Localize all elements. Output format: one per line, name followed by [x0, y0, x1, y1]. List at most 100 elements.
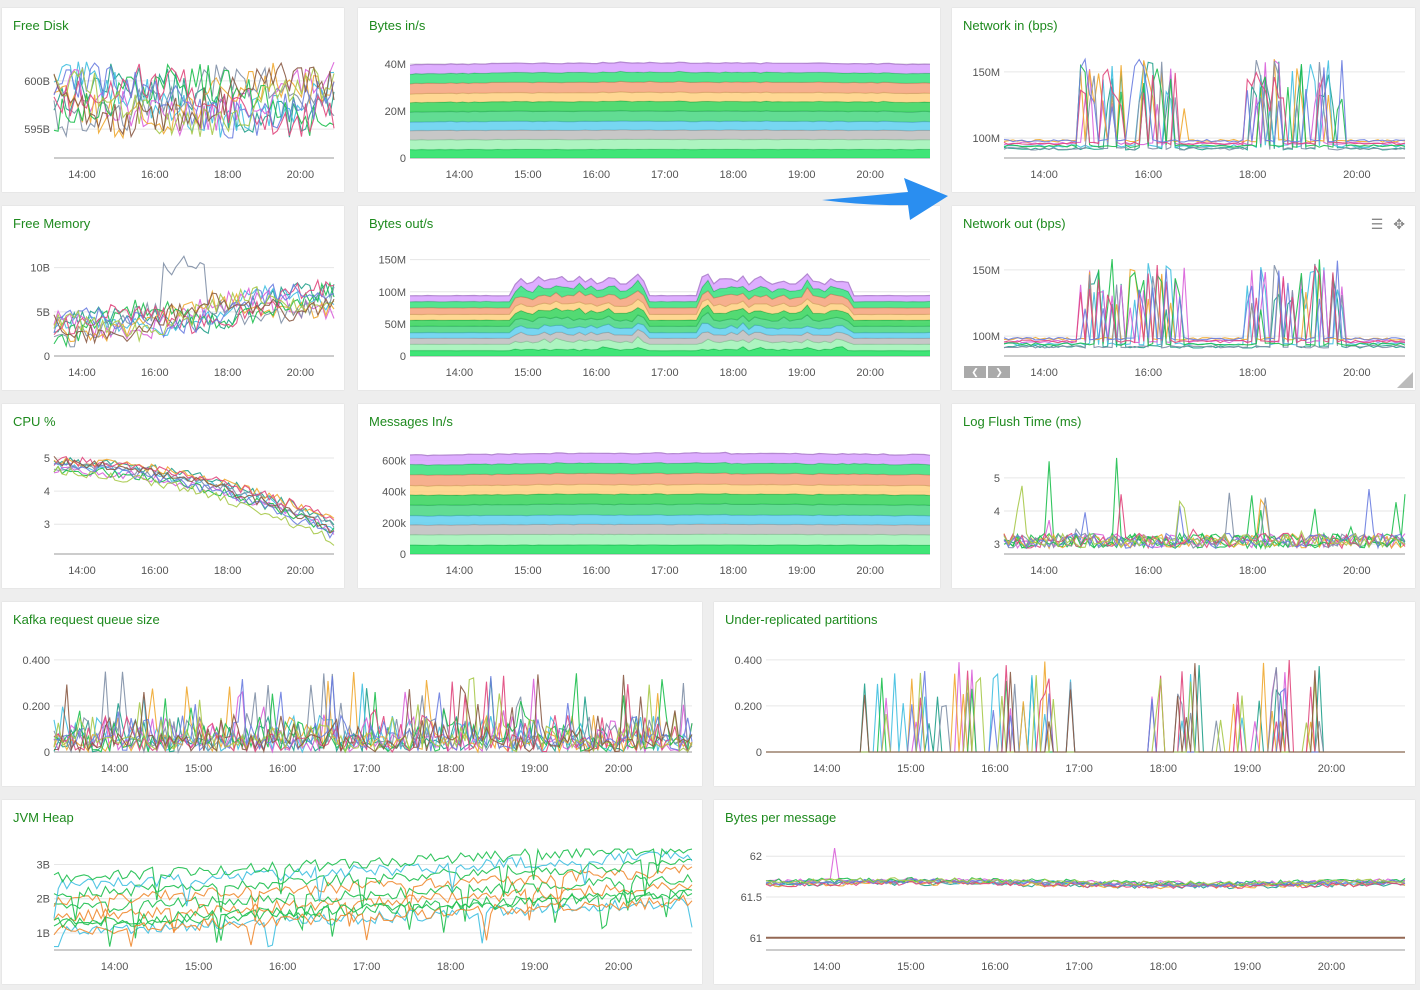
x-tick-label: 16:00 — [269, 763, 297, 775]
x-tick-label: 20:00 — [856, 169, 884, 181]
x-tick-label: 16:00 — [141, 169, 169, 181]
x-tick-label: 16:00 — [1135, 565, 1163, 577]
panel-tools: ☰ ✥ — [1361, 216, 1405, 233]
x-tick-label: 15:00 — [185, 961, 213, 973]
x-tick-label: 20:00 — [287, 169, 315, 181]
area-band — [410, 312, 930, 333]
series-line — [53, 847, 693, 901]
y-tick-label: 0 — [44, 351, 50, 363]
x-tick-label: 19:00 — [1234, 763, 1262, 775]
x-tick-label: 15:00 — [185, 763, 213, 775]
area-band — [410, 149, 930, 158]
area-band — [410, 336, 930, 351]
y-tick-label: 0.200 — [734, 701, 762, 713]
series-line — [409, 502, 931, 507]
x-tick-label: 14:00 — [68, 565, 96, 577]
series-line — [1003, 258, 1406, 347]
x-tick-label: 14:00 — [101, 961, 129, 973]
y-tick-label: 0 — [400, 549, 406, 561]
y-tick-label: 62 — [750, 851, 762, 863]
resize-handle[interactable] — [1397, 372, 1413, 388]
panel-log-flush: Log Flush Time (ms) 3 4 5 14:00 16:00 18:00 20… — [952, 404, 1415, 588]
x-tick-label: 14:00 — [813, 961, 841, 973]
hamburger-menu-icon[interactable]: ☰ — [1370, 216, 1384, 232]
chart-log-flush: 3 4 5 14:00 16:00 18:00 20:00 — [994, 457, 1406, 577]
scroll-left-button[interactable]: ❮ — [964, 366, 986, 378]
series-line — [53, 66, 335, 137]
series-line — [53, 677, 693, 754]
panel-messages-in: Messages In/s 0 200k 400k 600k 14:00 15:00 16:… — [358, 404, 940, 588]
series-line — [53, 285, 335, 343]
x-tick-label: 20:00 — [856, 565, 884, 577]
panel-bytes-per-message: Bytes per message 61 61.5 62 14:00 15:00 16:0… — [714, 800, 1415, 984]
x-tick-label: 15:00 — [514, 169, 542, 181]
area-band — [410, 493, 930, 506]
y-tick-label: 150M — [972, 67, 1000, 79]
y-tick-label: 600B — [24, 76, 50, 88]
x-tick-label: 15:00 — [897, 763, 925, 775]
chart-title: Network in (bps) — [963, 18, 1058, 33]
x-tick-label: 18:00 — [437, 763, 465, 775]
y-tick-label: 200k — [382, 518, 406, 530]
chart-title: Kafka request queue size — [13, 612, 160, 627]
y-tick-label: 5 — [994, 473, 1000, 485]
panel-free-disk: Free Disk 595B 600B 14:00 16:00 18:00 20:00 — [2, 8, 344, 192]
chart-bytes-in: 0 20M 40M 14:00 15:00 16:00 17:00 18:00 19:00 20:… — [385, 59, 931, 181]
chart-title: Bytes out/s — [369, 216, 434, 231]
series-line — [53, 465, 335, 546]
x-tick-label: 18:00 — [1239, 367, 1267, 379]
series-line — [53, 284, 335, 337]
x-tick-label: 16:00 — [141, 367, 169, 379]
series-line — [53, 278, 335, 336]
x-tick-label: 16:00 — [269, 961, 297, 973]
x-tick-label: 16:00 — [583, 565, 611, 577]
chart-under-replicated: 0 0.200 0.400 14:00 15:00 16:00 17:00 18:00 19:0… — [734, 655, 1405, 775]
y-tick-label: 150M — [378, 255, 406, 267]
x-tick-label: 18:00 — [437, 961, 465, 973]
series-line — [1003, 265, 1406, 349]
series-line — [53, 894, 693, 947]
series-line — [409, 61, 931, 66]
scroll-buttons: ❮ ❯ — [964, 362, 1012, 380]
y-tick-label: 0 — [756, 747, 762, 759]
area-band — [410, 462, 930, 476]
series-line — [409, 492, 931, 497]
chart-cpu: 3 4 5 14:00 16:00 18:00 20:00 — [44, 453, 335, 577]
series-line — [1003, 489, 1406, 550]
x-tick-label: 16:00 — [583, 169, 611, 181]
chart-title: Free Disk — [13, 18, 69, 33]
series-line — [53, 864, 693, 923]
x-tick-label: 20:00 — [605, 763, 633, 775]
chart-title: Network out (bps) — [963, 216, 1066, 231]
x-tick-label: 18:00 — [1149, 763, 1177, 775]
series-line — [53, 465, 335, 534]
series-line — [53, 889, 693, 943]
plot-area: 0 200k 400k 600k 14:00 15:00 16:00 17:00 18:00 19… — [382, 451, 931, 577]
series-line — [53, 462, 335, 539]
x-tick-label: 15:00 — [897, 961, 925, 973]
y-tick-label: 0 — [44, 747, 50, 759]
panel-jvm-heap: JVM Heap 1B 2B 3B 14:00 15:00 16:00 17:00 18:00… — [2, 800, 702, 984]
plot-area: 100M 150M 14:00 16:00 18:00 20:00 — [972, 258, 1406, 379]
chart-title: Free Memory — [13, 216, 91, 231]
series-line — [53, 289, 335, 343]
series-line — [53, 858, 693, 921]
series-line — [409, 273, 931, 297]
scroll-right-button[interactable]: ❯ — [988, 366, 1010, 378]
y-tick-label: 2B — [37, 894, 50, 906]
series-line — [53, 292, 335, 345]
x-tick-label: 17:00 — [651, 565, 679, 577]
y-tick-label: 40M — [385, 59, 406, 71]
area-band — [410, 129, 930, 140]
x-tick-label: 20:00 — [1318, 961, 1346, 973]
x-tick-label: 18:00 — [1239, 565, 1267, 577]
panel-bytes-out: Bytes out/s 0 50M 100M 150M 14:00 15:00 16:00 1… — [358, 206, 940, 390]
panel-cpu: CPU % 3 4 5 14:00 16:00 18:00 20:00 — [2, 404, 344, 588]
move-icon[interactable]: ✥ — [1393, 216, 1405, 232]
plot-area: 3 4 5 14:00 16:00 18:00 20:00 — [994, 457, 1406, 577]
series-line — [54, 896, 693, 948]
y-tick-label: 0.400 — [22, 655, 50, 667]
chart-messages-in: 0 200k 400k 600k 14:00 15:00 16:00 17:00 18:00 19… — [382, 451, 931, 577]
x-tick-label: 14:00 — [446, 169, 474, 181]
plot-area: 0 5B 10B 14:00 16:00 18:00 20:00 — [30, 255, 335, 379]
